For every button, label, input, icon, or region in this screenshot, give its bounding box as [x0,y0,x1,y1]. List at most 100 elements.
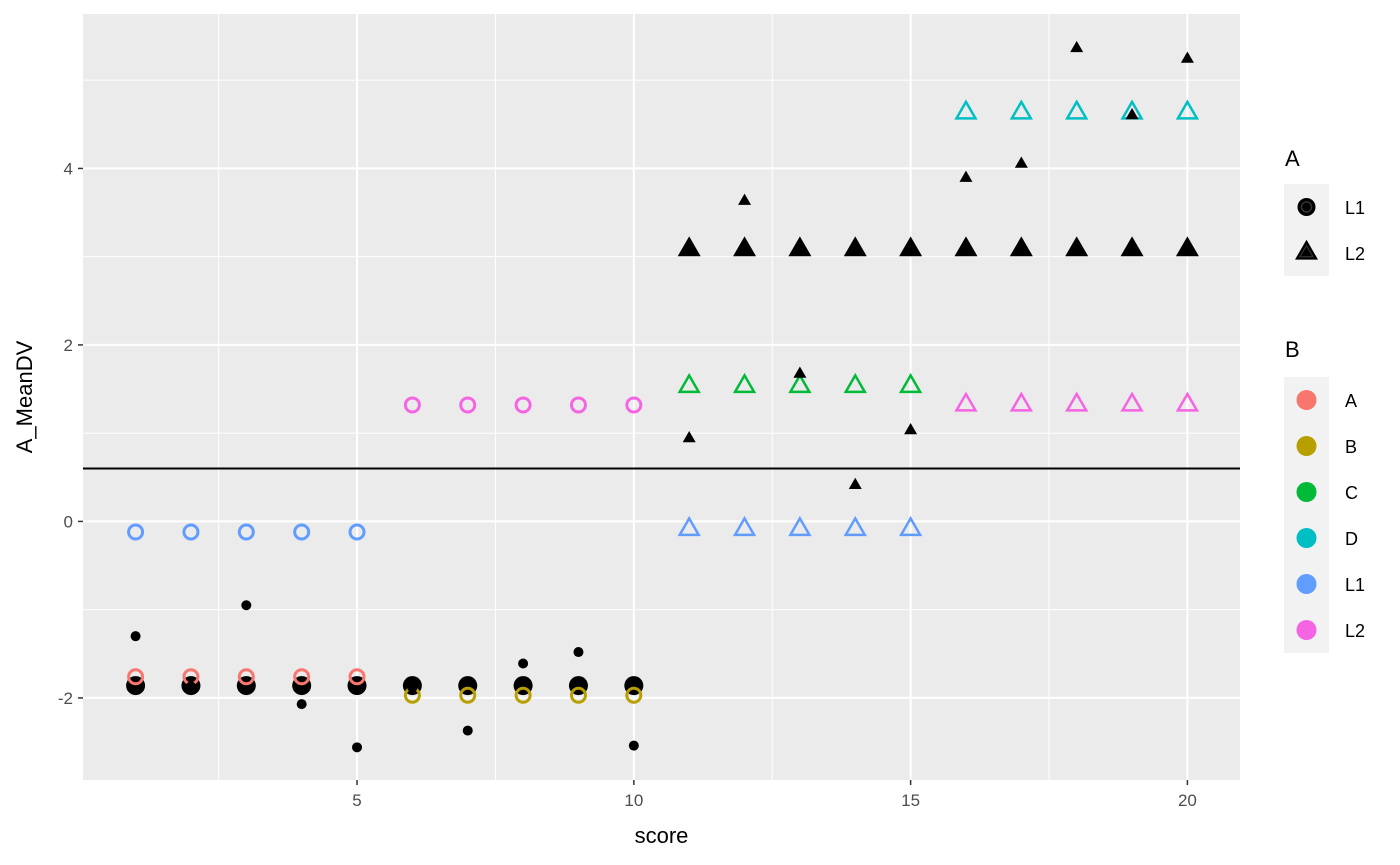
subgroup-mean-point [1009,99,1033,120]
subgroup-mean-point [954,391,978,412]
raw-point [1070,40,1084,53]
subgroup-mean-point [1120,391,1144,412]
legend-color-key [1296,620,1317,640]
group-mean-point [899,236,923,257]
subgroup-mean-point [677,372,701,394]
color-legend-key-background [1284,377,1329,653]
legend-color-key [1296,482,1317,502]
x-tick-label: 15 [901,791,920,810]
raw-point [185,681,196,692]
color-legend-label: B [1345,437,1357,457]
raw-point [904,423,918,435]
raw-point [848,477,862,489]
group-mean-point [954,236,978,257]
x-tick-label: 20 [1178,791,1197,810]
color-legend-label: C [1345,483,1358,503]
subgroup-mean-point [788,515,812,537]
raw-point [738,193,752,205]
subgroup-mean-point [788,372,812,394]
group-mean-point [733,236,757,257]
raw-point [296,699,307,710]
shape-legend-title: A [1285,146,1300,171]
raw-point [682,430,696,443]
raw-point [959,170,973,182]
subgroup-mean-point [898,372,923,394]
subgroup-mean-point [1065,391,1089,412]
subgroup-mean-point [348,668,366,686]
group-mean-point [1175,236,1199,257]
axes: 5 10 15 20 -2 0 2 4 [58,159,1197,810]
subgroup-mean-point [459,396,477,414]
raw-point [130,631,141,642]
subgroup-mean-point [843,515,867,537]
raw-point [241,600,252,611]
subgroup-mean-point [514,396,532,414]
color-legend-label: L1 [1345,575,1365,595]
subgroup-mean-point [403,396,421,414]
panel-background [83,14,1240,780]
raw-point [573,647,584,658]
group-mean-point [1065,236,1089,257]
legend-color-key [1296,528,1317,548]
legend: A L1 L2 B A B C D L1 L2 [1284,146,1365,653]
subgroup-mean-point [237,668,255,686]
color-legend-title: B [1285,337,1300,362]
color-legend-label: D [1345,529,1358,549]
x-tick-label: 10 [624,791,643,810]
subgroup-mean-point [625,686,643,704]
raw-point [407,682,418,693]
legend-color-key [1296,390,1317,410]
subgroup-mean-point [732,372,757,394]
subgroup-mean-point [1009,391,1033,412]
legend-color-key [1296,436,1317,456]
gridlines [83,14,1240,780]
legend-triangle-key-outline [1298,244,1315,258]
subgroup-mean-point [1175,99,1200,120]
color-legend-label: L2 [1345,621,1365,641]
group-mean-point [677,236,701,257]
subgroup-mean-point [677,515,701,537]
subgroup-mean-point [898,515,923,537]
subgroup-mean-point [127,668,145,686]
group-mean-point [843,236,867,257]
raw-point [462,725,473,736]
raw-point [1014,156,1028,168]
x-tick-label: 5 [352,791,361,810]
subgroup-mean-point [293,523,311,541]
subgroup-mean-point [625,396,643,414]
group-mean-point [788,236,812,257]
shape-legend-label: L2 [1345,244,1365,264]
y-axis-title: A_MeanDV [12,340,37,453]
raw-point [628,740,639,751]
y-tick-label: 4 [64,159,73,178]
group-mean-point [1009,236,1033,257]
shape-legend-label: L1 [1345,198,1365,218]
legend-circle-key [1297,198,1316,216]
subgroup-mean-point [127,523,145,541]
subgroup-mean-point [843,372,867,394]
shape-legend-key-background [1284,184,1329,276]
data-points [126,40,1200,753]
subgroup-mean-point [569,686,587,704]
subgroup-mean-point [237,523,255,541]
subgroup-mean-point [459,686,477,704]
color-legend-label: A [1345,391,1357,411]
subgroup-mean-point [293,668,311,686]
raw-point [352,742,363,753]
subgroup-mean-point [732,515,757,537]
subgroup-mean-point [1175,391,1200,412]
raw-point [1180,51,1194,63]
subgroup-mean-point [1065,99,1089,120]
raw-point [793,366,807,378]
legend-circle-key-ring [1300,201,1313,213]
legend-color-key [1296,574,1317,594]
subgroup-mean-point [348,523,366,541]
subgroup-mean-point [182,523,200,541]
group-mean-point [1120,236,1144,257]
y-tick-label: 0 [64,512,73,531]
subgroup-mean-point [569,396,587,414]
y-tick-label: 2 [64,336,73,355]
y-tick-label: -2 [58,689,73,708]
raw-point [1125,107,1139,120]
